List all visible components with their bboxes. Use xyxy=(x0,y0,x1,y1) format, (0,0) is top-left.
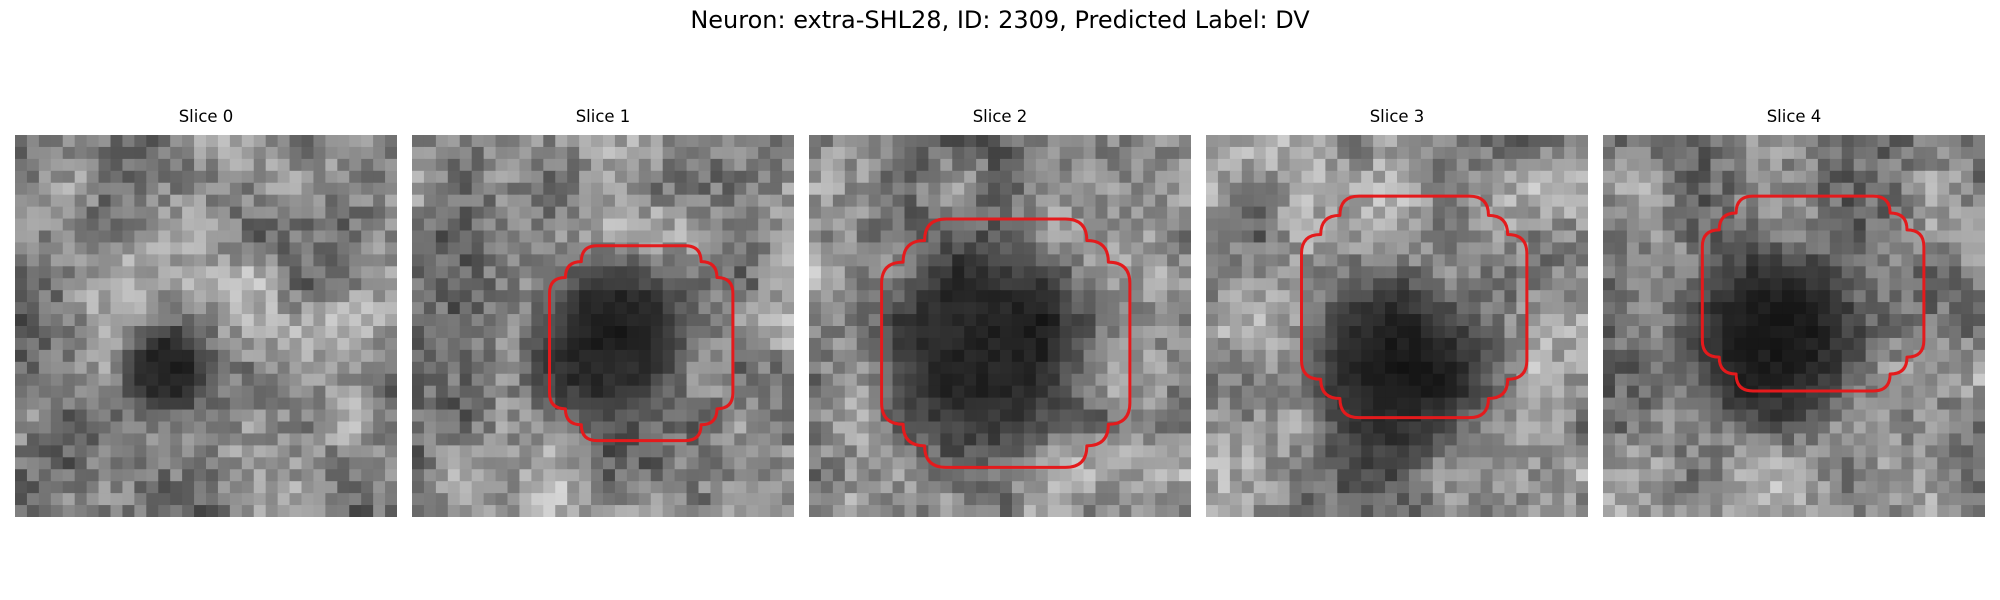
segmentation-contour xyxy=(1300,194,1529,420)
slice-image xyxy=(15,135,397,517)
segmentation-contour xyxy=(880,217,1132,469)
segmentation-contour xyxy=(548,244,735,443)
figure-title: Neuron: extra-SHL28, ID: 2309, Predicted… xyxy=(690,6,1310,34)
slice-title: Slice 2 xyxy=(972,107,1028,126)
slice-image xyxy=(1206,135,1588,517)
slice-title: Slice 1 xyxy=(575,107,631,126)
slice-title: Slice 4 xyxy=(1766,107,1822,126)
slice-image xyxy=(1603,135,1985,517)
slice-title: Slice 0 xyxy=(178,107,234,126)
slice-image xyxy=(412,135,794,517)
segmentation-contour xyxy=(1700,194,1926,393)
slice-title: Slice 3 xyxy=(1369,107,1425,126)
slice-image xyxy=(809,135,1191,517)
